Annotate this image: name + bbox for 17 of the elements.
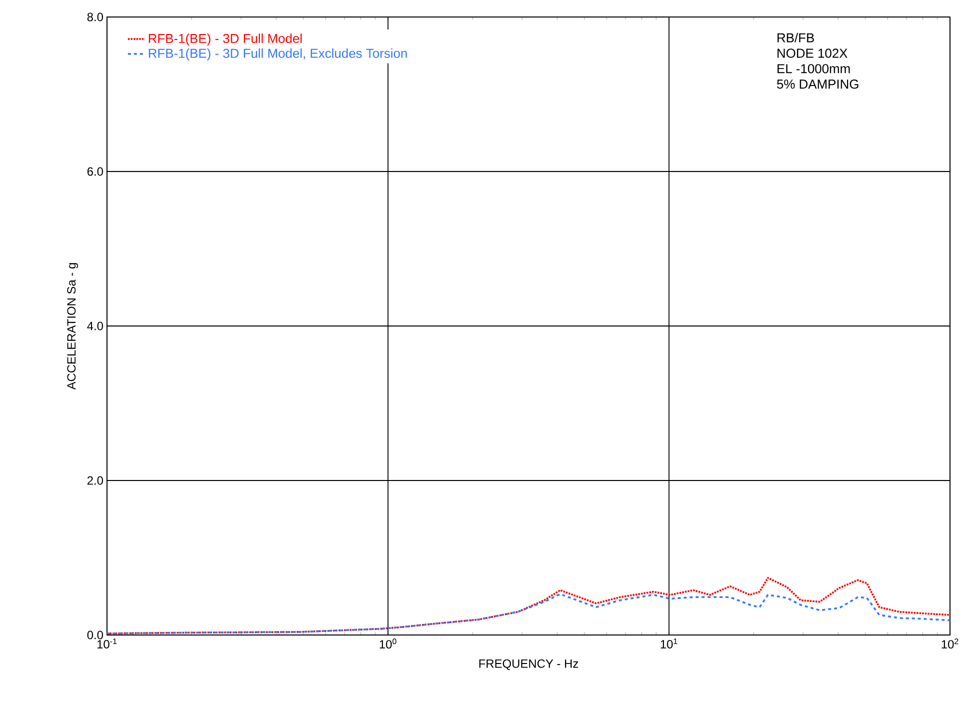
legend-label: RFB-1(BE) - 3D Full Model	[148, 34, 302, 46]
annotation: EL -1000mm	[778, 64, 850, 74]
annotation: NODE 102X	[778, 48, 848, 58]
x-tick-label: 10$^{0}$	[380, 638, 396, 649]
x-tick-label: 10$^{-1}$	[97, 638, 117, 648]
y-axis-title: ACCELERATION Sa - g	[67, 263, 78, 390]
x-axis-title: FREQUENCY - Hz	[479, 659, 578, 670]
annotation: RB/FB	[778, 32, 814, 42]
y-tick-label: 0.0	[87, 630, 104, 640]
legend-label: RFB-1(BE) - 3D Full Model, Excludes Torsion	[148, 48, 407, 60]
y-tick-label: 4.0	[87, 322, 104, 330]
annotation: 5% DAMPING	[777, 80, 858, 89]
y-tick-label: 2.0	[87, 476, 104, 485]
x-tick-label: 10$^{1}$	[660, 638, 678, 648]
x-tick-label: 10$^{2}$	[942, 638, 958, 649]
y-tick-label: 8.0	[87, 12, 104, 22]
y-tick-label: 6.0	[87, 167, 104, 176]
